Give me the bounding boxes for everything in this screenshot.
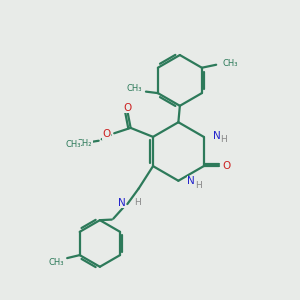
Text: H: H bbox=[195, 181, 202, 190]
Text: CH₃: CH₃ bbox=[127, 84, 142, 93]
Text: CH₂: CH₂ bbox=[76, 139, 92, 148]
Text: CH₃: CH₃ bbox=[222, 59, 238, 68]
Text: CH₃: CH₃ bbox=[65, 140, 81, 149]
Text: H: H bbox=[134, 198, 141, 207]
Text: N: N bbox=[187, 176, 195, 186]
Text: CH₃: CH₃ bbox=[49, 258, 64, 267]
Text: O: O bbox=[223, 161, 231, 171]
Text: O: O bbox=[124, 103, 132, 112]
Text: H: H bbox=[220, 135, 227, 144]
Text: O: O bbox=[102, 129, 111, 139]
Text: N: N bbox=[118, 198, 126, 208]
Text: N: N bbox=[213, 131, 220, 141]
